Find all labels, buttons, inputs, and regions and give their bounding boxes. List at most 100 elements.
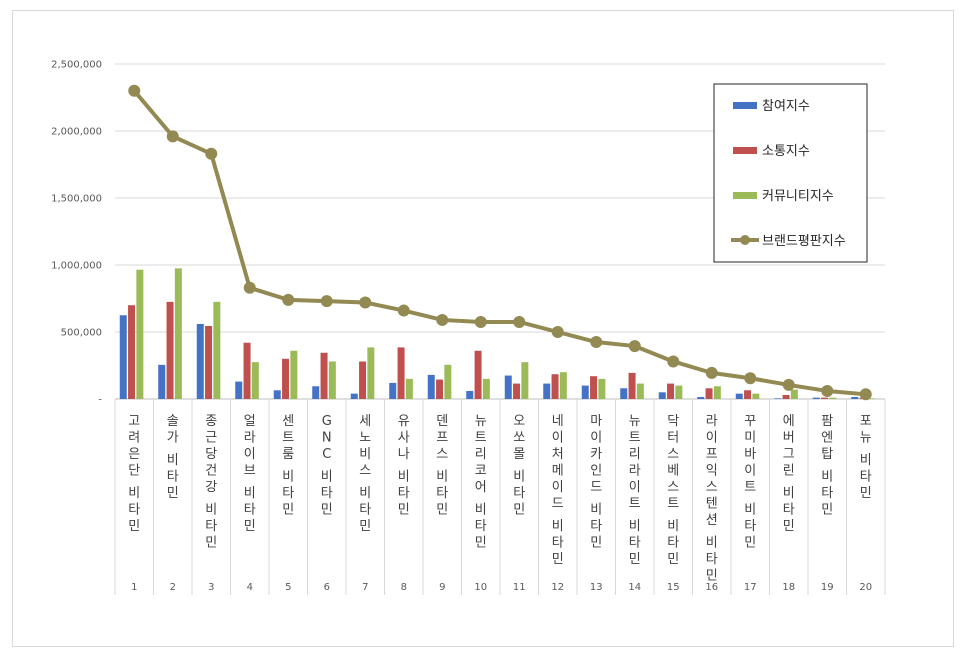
bar-3 <box>752 393 760 399</box>
brand-index-point <box>243 281 256 294</box>
bar-2 <box>590 376 598 399</box>
bar-3 <box>405 378 413 399</box>
bar-3 <box>713 386 721 399</box>
legend-label: 커뮤니티지수 <box>762 189 834 204</box>
bar-2 <box>166 301 174 399</box>
bar-3 <box>559 372 567 399</box>
brand-index-point <box>859 388 872 401</box>
brand-index-point <box>744 372 757 385</box>
bar-1 <box>543 383 551 399</box>
bar-3 <box>636 383 644 399</box>
bar-3 <box>867 398 875 399</box>
bar-2 <box>667 383 675 399</box>
bar-3 <box>136 269 144 399</box>
bar-1 <box>312 386 320 399</box>
bar-2 <box>821 397 829 399</box>
rank-label: 14 <box>628 582 641 593</box>
brand-index-point <box>436 313 449 326</box>
brand-index-point <box>551 326 564 338</box>
brand-index-point <box>282 293 295 306</box>
bar-1 <box>427 374 435 399</box>
bar-1 <box>851 396 859 399</box>
rank-label: 7 <box>362 582 368 593</box>
rank-label: 8 <box>401 582 407 593</box>
bar-1 <box>350 393 358 399</box>
rank-label: 6 <box>324 582 330 593</box>
bar-1 <box>812 397 820 399</box>
brand-index-point <box>205 147 218 160</box>
legend-marker <box>740 235 750 245</box>
brand-index-point <box>166 130 179 143</box>
rank-label: 5 <box>285 582 291 593</box>
bar-3 <box>328 361 336 399</box>
bar-3 <box>174 268 182 399</box>
rank-label: 13 <box>590 582 603 593</box>
legend-box <box>713 83 868 263</box>
brand-index-point <box>590 336 603 349</box>
bar-3 <box>213 301 221 399</box>
bar-2 <box>397 347 405 399</box>
bar-3 <box>675 385 683 399</box>
brand-index-point <box>628 340 641 353</box>
brand-index-point <box>359 296 372 309</box>
bar-2 <box>205 325 213 399</box>
legend-label: 브랜드평판지수 <box>762 234 846 249</box>
bar-1 <box>620 388 628 399</box>
bar-2 <box>744 390 752 399</box>
bar-3 <box>290 350 298 399</box>
bar-3 <box>444 364 452 399</box>
rank-label: 20 <box>859 582 872 593</box>
bar-2 <box>513 383 521 399</box>
bar-2 <box>705 388 713 399</box>
brand-index-point <box>397 304 410 317</box>
bar-2 <box>551 374 559 399</box>
bar-1 <box>581 385 589 399</box>
legend-label: 소통지수 <box>762 144 810 159</box>
bar-3 <box>367 347 375 399</box>
bar-1 <box>697 396 705 399</box>
bar-3 <box>482 378 490 399</box>
bar-2 <box>243 342 251 399</box>
brand-index-point <box>821 384 834 397</box>
bar-1 <box>196 323 204 399</box>
bar-2 <box>628 372 636 399</box>
brand-index-point <box>513 315 526 328</box>
bar-3 <box>829 397 837 399</box>
bar-1 <box>504 375 512 399</box>
brand-index-point <box>474 315 487 328</box>
rank-label: 19 <box>821 582 834 593</box>
brand-index-point <box>128 84 141 97</box>
bar-1 <box>235 381 243 399</box>
legend-swatch <box>733 192 757 199</box>
brand-index-point <box>320 295 333 308</box>
bar-3 <box>598 378 606 399</box>
y-tick-label: 1,500,000 <box>51 194 102 205</box>
rank-label: 12 <box>551 582 564 593</box>
bar-2 <box>359 361 367 399</box>
bar-1 <box>273 390 281 399</box>
brand-index-point <box>667 355 680 368</box>
bar-2 <box>282 358 290 399</box>
bar-2 <box>128 305 136 399</box>
bar-1 <box>119 315 127 399</box>
line-series <box>128 84 872 401</box>
legend-swatch <box>733 147 757 154</box>
rank-label: 15 <box>667 582 680 593</box>
bar-1 <box>735 393 743 399</box>
brand-index-point <box>705 366 718 379</box>
